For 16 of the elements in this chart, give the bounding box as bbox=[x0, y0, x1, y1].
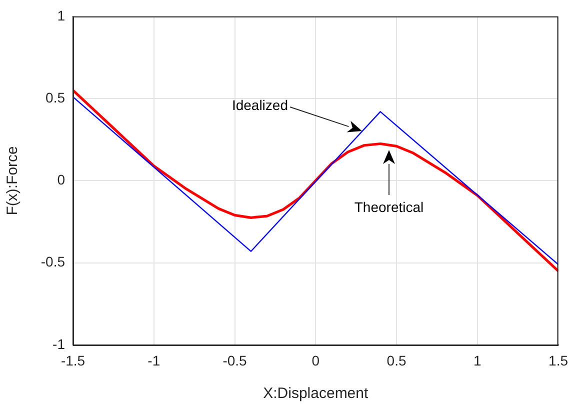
annotation: Theoretical bbox=[354, 198, 424, 215]
y-tick-label: 1 bbox=[57, 7, 66, 24]
x-tick-label: 1 bbox=[473, 352, 482, 368]
x-tick-label: 0 bbox=[312, 352, 320, 368]
x-axis-title: X:Displacement bbox=[263, 385, 369, 402]
x-tick-label: -0.5 bbox=[222, 352, 248, 368]
annotation: Idealized bbox=[232, 96, 288, 113]
x-tick-label: -1.5 bbox=[60, 352, 86, 368]
x-tick-label: -1 bbox=[148, 352, 160, 368]
x-tick-label: 0.5 bbox=[386, 352, 406, 368]
y-tick-label: 0.5 bbox=[46, 89, 66, 106]
y-tick-label: 0 bbox=[57, 172, 66, 188]
y-tick-label: -0.5 bbox=[40, 254, 66, 270]
y-tick-label: -1 bbox=[52, 336, 66, 352]
y-axis-title: F(x):Force bbox=[4, 146, 22, 216]
x-tick-label: 1.5 bbox=[548, 352, 568, 368]
